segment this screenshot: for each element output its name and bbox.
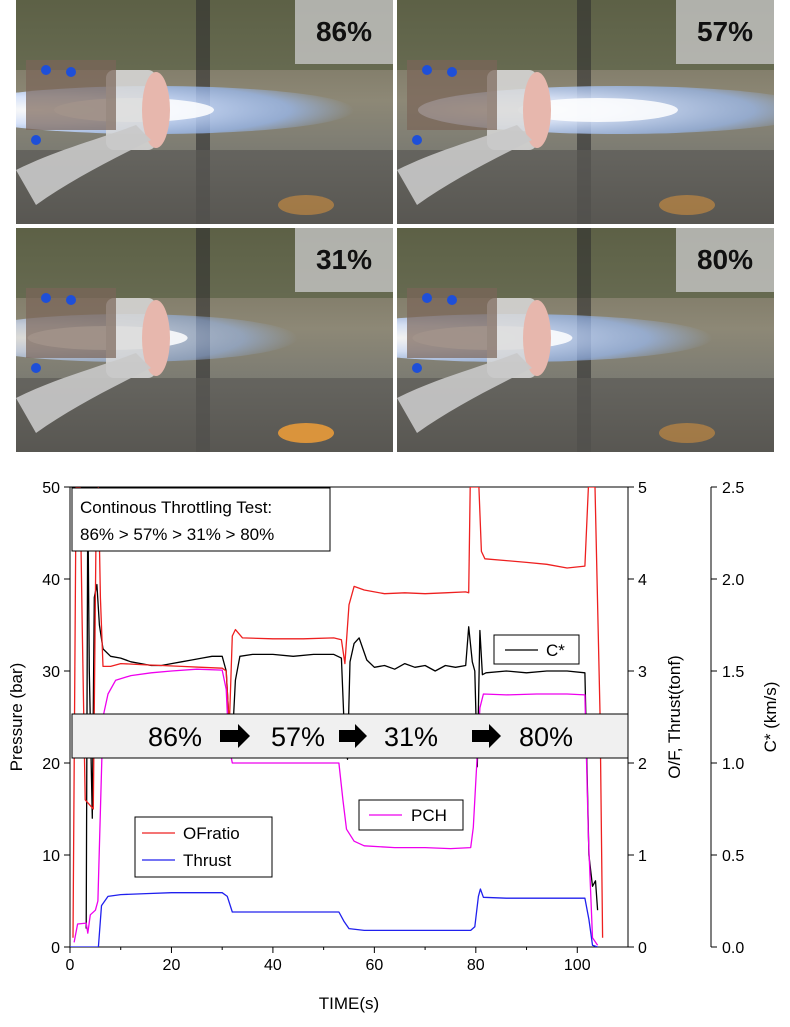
y-right-tick-label: 2	[638, 756, 647, 773]
y-right-tick-label: 3	[638, 664, 647, 681]
photo-grid: 86% 57% 31% 80%	[16, 0, 774, 452]
photo-throttle-86: 86%	[16, 0, 393, 224]
band-label: 31%	[384, 722, 438, 752]
y-axis-label-right: O/F, Thrust(tonf)	[665, 655, 684, 778]
legend-label: C*	[546, 641, 565, 660]
y-right-tick-label: 1	[638, 848, 647, 865]
engine-photo-image	[397, 228, 774, 452]
series-line-thrust	[70, 888, 598, 947]
y-cstar-tick-label: 1.0	[722, 756, 744, 773]
legend-label: Thrust	[183, 851, 231, 870]
legend-cstar: C*	[493, 634, 580, 665]
y-cstar-tick-label: 1.5	[722, 664, 744, 681]
y-left-tick-label: 40	[42, 572, 60, 589]
y-right-tick-label: 5	[638, 480, 647, 497]
y-cstar-tick-label: 0.0	[722, 940, 744, 957]
y-right-tick-label: 4	[638, 572, 647, 589]
x-axis-label: TIME(s)	[319, 994, 379, 1013]
y-cstar-tick-label: 2.5	[722, 480, 744, 497]
y-axis-label-left: Pressure (bar)	[7, 663, 26, 772]
legend-label: OFratio	[183, 824, 240, 843]
legend-of-thrust: OFratio Thrust	[134, 816, 273, 878]
photo-label: 31%	[295, 228, 393, 292]
x-tick-label: 20	[163, 957, 181, 974]
x-tick-label: 0	[66, 957, 75, 974]
band-label: 80%	[519, 722, 573, 752]
title-box	[71, 487, 331, 552]
band-label: 57%	[271, 722, 325, 752]
chart-title: Continous Throttling Test:	[80, 498, 272, 517]
y-left-tick-label: 10	[42, 848, 60, 865]
band-arrow-icon	[220, 724, 250, 748]
x-tick-label: 40	[264, 957, 282, 974]
y-right-tick-label: 0	[638, 940, 647, 957]
band-arrow-icon	[472, 724, 501, 748]
series-line-pch	[73, 668, 599, 946]
y-left-tick-label: 30	[42, 664, 60, 681]
band-label: 86%	[148, 722, 202, 752]
photo-label: 80%	[676, 228, 774, 292]
chart-canvas: 0 20 40 60 80 100 0 10 20 30 40 50 0 1 2 3 4 5 0.0 0.5 1.0 1.…	[7, 480, 780, 1013]
x-tick-label: 100	[564, 957, 591, 974]
y-left-tick-label: 50	[42, 480, 60, 497]
legend-label: PCH	[411, 806, 447, 825]
y-axis-label-cstar: C* (km/s)	[761, 682, 780, 753]
x-tick-label: 60	[365, 957, 383, 974]
photo-throttle-57: 57%	[397, 0, 774, 224]
ticks-layer: 0 20 40 60 80 100 0 10 20 30 40 50 0 1 2 3 4 5 0.0 0.5 1.0 1.…	[42, 480, 744, 974]
legend-pch: PCH	[358, 799, 464, 831]
throttling-chart: 0 20 40 60 80 100 0 10 20 30 40 50 0 1 2 3 4 5 0.0 0.5 1.0 1.…	[0, 452, 790, 1027]
y-cstar-tick-label: 0.5	[722, 848, 744, 865]
photo-throttle-31: 31%	[16, 228, 393, 452]
photo-label: 86%	[295, 0, 393, 64]
chart-subtitle: 86% > 57% > 31% > 80%	[80, 525, 274, 544]
y-left-tick-label: 20	[42, 756, 60, 773]
photo-throttle-80: 80%	[397, 228, 774, 452]
photo-label: 57%	[676, 0, 774, 64]
y-left-tick-label: 0	[51, 940, 60, 957]
y-cstar-tick-label: 2.0	[722, 572, 744, 589]
band-arrow-icon	[339, 724, 367, 748]
x-tick-label: 80	[467, 957, 485, 974]
